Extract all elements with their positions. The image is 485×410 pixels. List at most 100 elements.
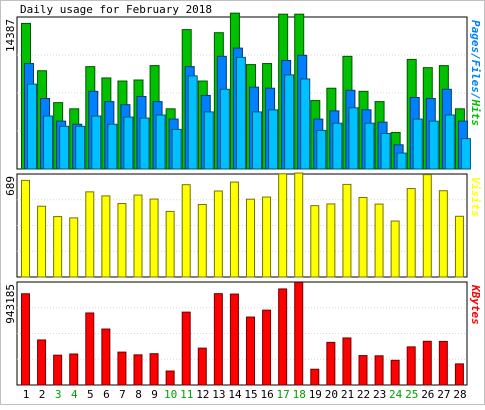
- kbytes-bar-kbytes-day-23: [374, 355, 384, 386]
- visits-bar-visits-day-26: [422, 174, 432, 278]
- hits-bar-pages-day-7: [123, 116, 134, 170]
- kbytes-ymax-label: 943185: [4, 284, 17, 324]
- visits-right-label: Visits: [469, 177, 482, 217]
- kbytes-bar-kbytes-day-24: [390, 359, 400, 386]
- visits-bar-visits-day-4: [69, 217, 79, 278]
- visits-ymax-label: 689: [4, 176, 17, 196]
- hits-bar-pages-day-5: [91, 115, 102, 170]
- x-tick-label-day-24: 24: [389, 388, 403, 401]
- x-tick-label-day-11: 11: [180, 388, 193, 401]
- kbytes-bar-kbytes-day-6: [101, 328, 111, 386]
- x-tick-label-day-25: 25: [405, 388, 418, 401]
- hits-bar-pages-day-15: [252, 111, 262, 170]
- x-tick-label-day-17: 17: [277, 388, 290, 401]
- hits-bar-pages-day-12: [203, 111, 214, 170]
- visits-right-label-part: Visits: [469, 177, 482, 217]
- hits-bar-pages-day-11: [187, 75, 198, 170]
- x-tick-label-day-7: 7: [119, 388, 126, 401]
- visits-bar-visits-day-6: [101, 195, 111, 278]
- visits-bar-visits-day-14: [229, 181, 239, 278]
- visits-bar-visits-day-12: [197, 204, 207, 278]
- kbytes-right-label-part: KBytes: [469, 284, 482, 325]
- hits-right-label: Pages/Files/Hits: [469, 20, 482, 126]
- kbytes-bar-kbytes-day-22: [358, 355, 368, 386]
- kbytes-bar-kbytes-day-14: [229, 293, 239, 386]
- kbytes-bar-kbytes-day-9: [149, 353, 159, 386]
- kbytes-bar-kbytes-day-10: [165, 370, 175, 386]
- hits-bar-pages-day-25: [412, 118, 423, 170]
- kbytes-bar-kbytes-day-4: [69, 353, 79, 386]
- x-tick-label-day-3: 3: [55, 388, 62, 401]
- kbytes-bar-kbytes-day-20: [326, 341, 336, 386]
- kbytes-bar-kbytes-day-17: [278, 288, 288, 386]
- hits-bar-pages-day-20: [332, 122, 343, 170]
- x-tick-label-day-28: 28: [453, 388, 466, 401]
- chart-title: Daily usage for February 2018: [20, 3, 212, 16]
- kbytes-bar-kbytes-day-26: [422, 340, 432, 386]
- visits-bar-visits-day-8: [133, 194, 143, 278]
- hits-bar-pages-day-28: [460, 138, 471, 170]
- kbytes-bar-kbytes-day-11: [181, 311, 191, 386]
- kbytes-bar-kbytes-day-19: [310, 368, 320, 386]
- visits-bar-visits-day-16: [262, 196, 272, 278]
- x-tick-label-day-27: 27: [437, 388, 450, 401]
- visits-bar-visits-day-1: [21, 179, 30, 278]
- x-tick-label-day-23: 23: [373, 388, 386, 401]
- x-tick-label-day-8: 8: [135, 388, 142, 401]
- x-tick-label-day-21: 21: [341, 388, 354, 401]
- hits-bar-pages-day-2: [43, 115, 54, 170]
- x-tick-label-day-26: 26: [421, 388, 434, 401]
- x-tick-label-day-12: 12: [196, 388, 209, 401]
- kbytes-bar-kbytes-day-27: [438, 340, 448, 386]
- hits-bar-pages-day-23: [380, 132, 391, 170]
- hits-bar-pages-day-22: [364, 122, 375, 170]
- x-tick-label-day-16: 16: [260, 388, 273, 401]
- kbytes-bar-kbytes-day-3: [53, 354, 63, 386]
- kbytes-bar-kbytes-day-25: [406, 346, 416, 386]
- x-tick-label-day-20: 20: [325, 388, 338, 401]
- hits-bar-pages-day-13: [219, 88, 230, 170]
- visits-bar-visits-day-15: [246, 198, 255, 278]
- hits-bar-pages-day-19: [316, 129, 327, 170]
- hits-bar-pages-day-21: [348, 107, 359, 170]
- x-tick-label-day-5: 5: [87, 388, 94, 401]
- x-tick-label-day-1: 1: [23, 388, 30, 401]
- visits-bar-visits-day-22: [358, 196, 368, 278]
- hits-right-label-part: Files: [469, 60, 482, 93]
- x-tick-label-day-14: 14: [228, 388, 242, 401]
- kbytes-bar-kbytes-day-12: [197, 347, 207, 386]
- visits-bar-visits-day-2: [37, 205, 47, 278]
- kbytes-bar-kbytes-day-21: [342, 337, 352, 386]
- hits-right-label-part: Pages: [469, 20, 482, 53]
- hits-ymax-label: 14387: [4, 19, 17, 52]
- kbytes-bar-kbytes-day-7: [117, 351, 127, 386]
- visits-bar-visits-day-11: [181, 184, 191, 278]
- hits-right-label-part: Hits: [469, 99, 482, 127]
- kbytes-bar-kbytes-day-18: [294, 281, 304, 386]
- visits-bar-visits-day-13: [213, 190, 223, 278]
- visits-bar-visits-day-17: [278, 173, 288, 278]
- x-tick-label-day-6: 6: [103, 388, 110, 401]
- hits-right-label-part: /: [469, 93, 482, 100]
- visits-bar-visits-day-21: [342, 183, 352, 278]
- kbytes-bar-kbytes-day-2: [37, 339, 47, 386]
- kbytes-right-label: KBytes: [469, 284, 482, 325]
- hits-bar-pages-day-9: [155, 114, 166, 170]
- x-tick-label-day-4: 4: [71, 388, 78, 401]
- visits-bar-visits-day-9: [149, 198, 159, 278]
- hits-bar-pages-day-16: [268, 109, 279, 170]
- kbytes-bar-kbytes-day-1: [21, 293, 30, 386]
- visits-bar-visits-day-28: [454, 215, 464, 278]
- x-tick-label-day-19: 19: [309, 388, 322, 401]
- kbytes-bar-kbytes-day-16: [262, 309, 272, 386]
- visits-bar-visits-day-24: [390, 220, 400, 278]
- hits-bar-pages-day-14: [235, 56, 246, 170]
- visits-bar-visits-day-27: [438, 190, 448, 278]
- hits-bar-pages-day-6: [107, 123, 118, 170]
- hits-bar-pages-day-10: [171, 128, 182, 170]
- x-tick-label-day-15: 15: [244, 388, 257, 401]
- visits-bar-visits-day-19: [310, 205, 320, 278]
- visits-bar-visits-day-5: [85, 191, 95, 278]
